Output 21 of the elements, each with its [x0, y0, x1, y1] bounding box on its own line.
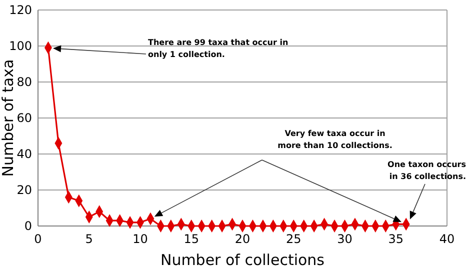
- x-tick-label: 0: [34, 232, 42, 246]
- y-tick-label: 20: [16, 183, 32, 198]
- y-tick-label: 0: [24, 219, 32, 234]
- y-axis-title: Number of taxa: [0, 59, 17, 177]
- x-tick-label: 10: [132, 232, 148, 246]
- x-axis-title: Number of collections: [160, 251, 325, 269]
- annotation: One taxon occurs in 36 collections.: [388, 160, 466, 181]
- annotation: Very few taxa occur in more than 10 collections.: [278, 129, 392, 150]
- x-tick-label: 15: [184, 232, 200, 246]
- y-tick-label: 60: [16, 111, 32, 126]
- x-tick-label: 5: [85, 232, 93, 246]
- x-tick-label: 40: [439, 232, 455, 246]
- y-tick-label: 80: [16, 75, 32, 90]
- annotation: There are 99 taxa that occur in only 1 collection.: [148, 38, 288, 59]
- y-tick-label: 120: [9, 3, 32, 18]
- y-tick-label: 40: [16, 147, 32, 162]
- x-tick-label: 30: [337, 232, 352, 246]
- x-tick-label: 25: [286, 232, 302, 246]
- x-tick-label: 20: [234, 232, 250, 246]
- y-tick-label: 100: [9, 39, 32, 54]
- x-tick-label: 35: [388, 232, 404, 246]
